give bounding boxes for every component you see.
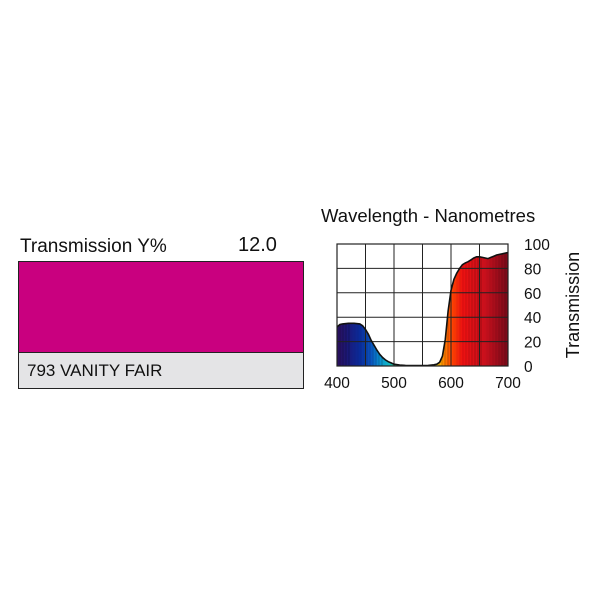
transmission-value: 12.0 bbox=[238, 234, 277, 256]
y-tick-label: 20 bbox=[524, 335, 542, 352]
y-tick-label: 80 bbox=[524, 261, 542, 278]
x-tick-label: 500 bbox=[381, 375, 407, 392]
y-tick-label: 0 bbox=[524, 359, 533, 376]
plot-frame bbox=[336, 243, 509, 367]
x-tick-label: 400 bbox=[324, 375, 350, 392]
x-tick-label: 600 bbox=[438, 375, 464, 392]
filter-name-panel: 793 VANITY FAIR bbox=[19, 353, 303, 388]
transmission-area bbox=[337, 252, 508, 366]
y-axis-title: Transmission bbox=[563, 252, 583, 358]
x-tick-label: 700 bbox=[495, 375, 521, 392]
y-tick-label: 60 bbox=[524, 286, 542, 303]
transmission-curve bbox=[336, 251, 509, 367]
transmission-label: Transmission Y% bbox=[20, 236, 167, 257]
filter-color-swatch bbox=[19, 262, 303, 352]
filter-name: 793 VANITY FAIR bbox=[27, 361, 163, 380]
y-tick-label: 40 bbox=[524, 310, 542, 327]
chart-title: Wavelength - Nanometres bbox=[321, 205, 536, 226]
filter-swatch-card: 793 VANITY FAIR bbox=[18, 261, 304, 389]
y-tick-label: 100 bbox=[524, 237, 550, 254]
swatch-divider bbox=[19, 352, 303, 353]
